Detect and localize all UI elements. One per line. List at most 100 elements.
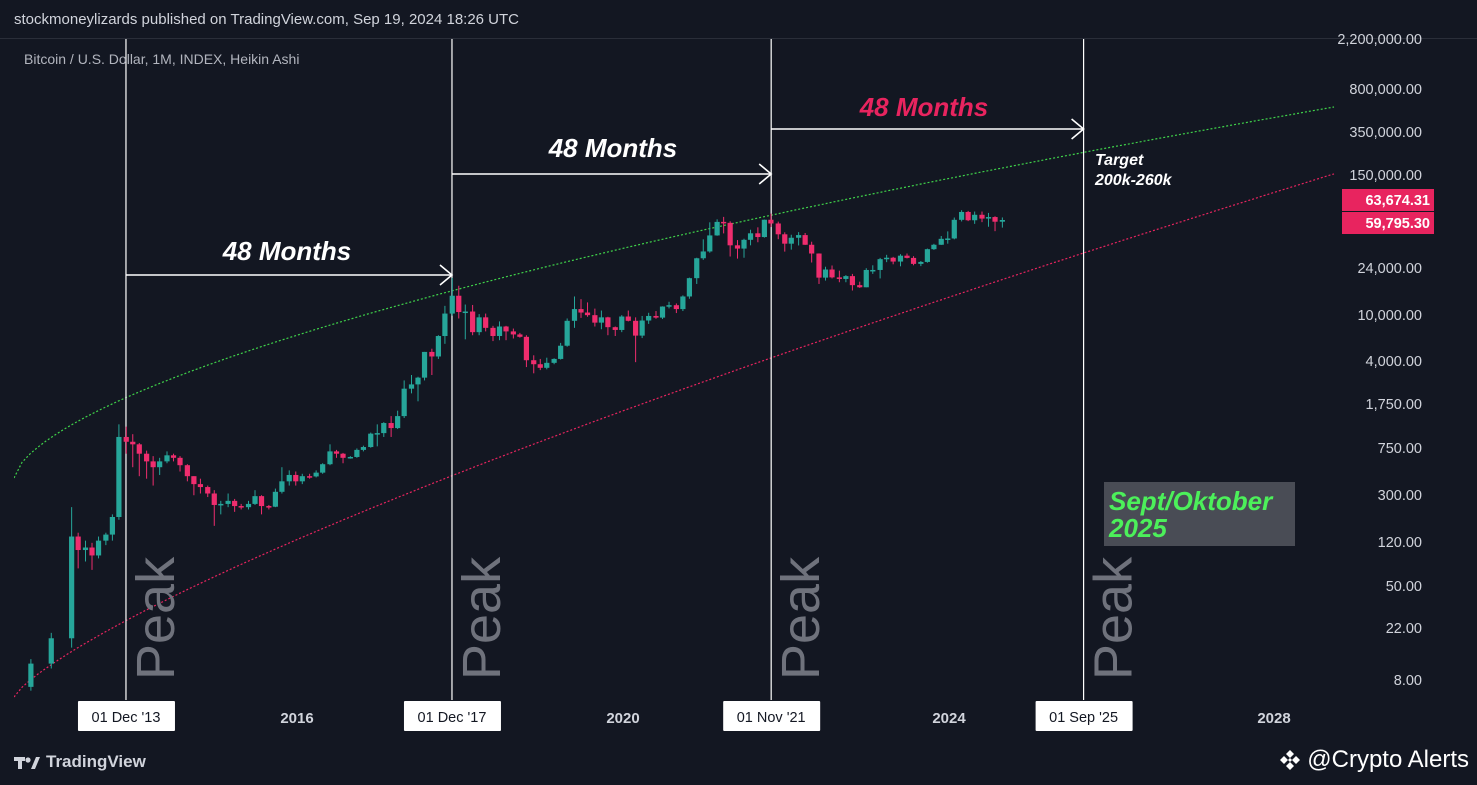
candle-body: [965, 211, 971, 221]
candle-body: [700, 251, 706, 259]
interval-label: 48 Months: [222, 236, 352, 266]
candle-body: [598, 317, 604, 323]
callout-box: [1104, 482, 1295, 546]
candle-body: [28, 663, 34, 687]
candle-body: [673, 305, 679, 310]
candle-body: [136, 444, 142, 454]
candle-body: [796, 235, 802, 238]
candle-body: [449, 295, 455, 314]
candle-body: [985, 217, 992, 219]
candle-body: [197, 484, 204, 488]
interval-label: 48 Months: [859, 92, 989, 122]
candle-body: [578, 309, 584, 313]
diamond-logo-icon: [1279, 749, 1301, 771]
candle-body: [537, 364, 543, 368]
tradingview-brand: TradingView: [46, 752, 146, 771]
candle-body: [69, 536, 75, 639]
candle-body: [395, 416, 401, 429]
candle-body: [95, 540, 102, 556]
candle-body: [870, 269, 876, 272]
x-tick-label: 2028: [1257, 710, 1290, 727]
candle-body: [340, 453, 346, 458]
y-tick-label: 1,750.00: [1366, 397, 1422, 413]
candle-body: [191, 476, 197, 485]
date-badge: [723, 701, 821, 731]
candle-body: [904, 255, 910, 258]
candle-body: [686, 278, 693, 297]
date-badge: [1035, 701, 1133, 731]
candle-body: [360, 447, 367, 450]
candle-body: [918, 261, 924, 264]
price-badge: [1342, 189, 1434, 211]
callout-text: Sept/Oktober: [1109, 486, 1274, 516]
peak-label: Peak: [1084, 556, 1144, 680]
candle-body: [836, 277, 842, 279]
candle-body: [584, 312, 591, 316]
candle-body: [279, 481, 285, 492]
candle-body: [816, 253, 822, 278]
candle-body: [747, 233, 754, 240]
candle-body: [48, 638, 54, 664]
candle-body: [490, 327, 496, 337]
candle-body: [415, 377, 421, 385]
candle-body: [551, 358, 557, 363]
candle-body: [727, 222, 733, 246]
candle-body: [714, 221, 720, 236]
candle-body: [666, 305, 672, 307]
x-tick-label: 2024: [932, 710, 966, 727]
candle-body: [775, 223, 781, 235]
candle-body: [150, 461, 156, 468]
credit-text: @Crypto Alerts: [1307, 746, 1469, 773]
candle-body: [782, 234, 788, 244]
candle-body: [633, 320, 639, 336]
candle-body: [592, 315, 598, 323]
candle-body: [347, 456, 353, 459]
candle-body: [558, 345, 564, 359]
candle-body: [531, 360, 537, 365]
candle-body: [327, 451, 333, 465]
candle-body: [456, 295, 462, 313]
candle-body: [368, 433, 374, 448]
lower-band-line: [14, 173, 1335, 698]
candle-body: [123, 436, 129, 442]
candle-body: [374, 433, 380, 435]
price-badge: [1342, 212, 1434, 234]
candle-body: [707, 235, 713, 252]
arrow-head: [439, 264, 454, 286]
candle-body: [680, 296, 686, 310]
candle-body: [999, 219, 1005, 222]
footer-bar: [0, 738, 1477, 785]
candle-body: [625, 316, 631, 321]
y-tick-label: 22.00: [1386, 621, 1422, 637]
y-tick-label: 4,000.00: [1366, 354, 1422, 370]
candle-body: [694, 258, 700, 279]
candle-body: [144, 453, 150, 462]
candle-body: [605, 317, 611, 328]
candle-body: [755, 233, 761, 238]
tradingview-logo-icon: [14, 754, 40, 770]
candle-body: [442, 313, 448, 337]
credit-watermark: @Crypto Alerts: [1279, 746, 1469, 774]
candle-body: [734, 245, 741, 249]
candle-body: [272, 491, 278, 507]
arrow-head: [758, 163, 773, 185]
candle-body: [483, 317, 489, 328]
candle-body: [829, 269, 835, 278]
candle-body: [741, 239, 747, 249]
candle-body: [184, 465, 190, 477]
y-tick-label: 24,000.00: [1357, 261, 1422, 277]
candle-body: [109, 516, 115, 535]
candle-body: [476, 317, 482, 333]
tradingview-logo[interactable]: TradingView: [14, 752, 146, 772]
y-tick-label: 8.00: [1394, 673, 1422, 689]
candle-body: [884, 257, 890, 260]
candle-body: [788, 237, 794, 244]
candle-body: [421, 351, 428, 378]
candle-body: [82, 547, 89, 551]
candle-body: [286, 474, 292, 482]
candle-body: [89, 547, 95, 556]
callout-text: 2025: [1108, 513, 1167, 543]
peak-label: Peak: [771, 556, 831, 680]
interval-label: 48 Months: [548, 133, 678, 163]
